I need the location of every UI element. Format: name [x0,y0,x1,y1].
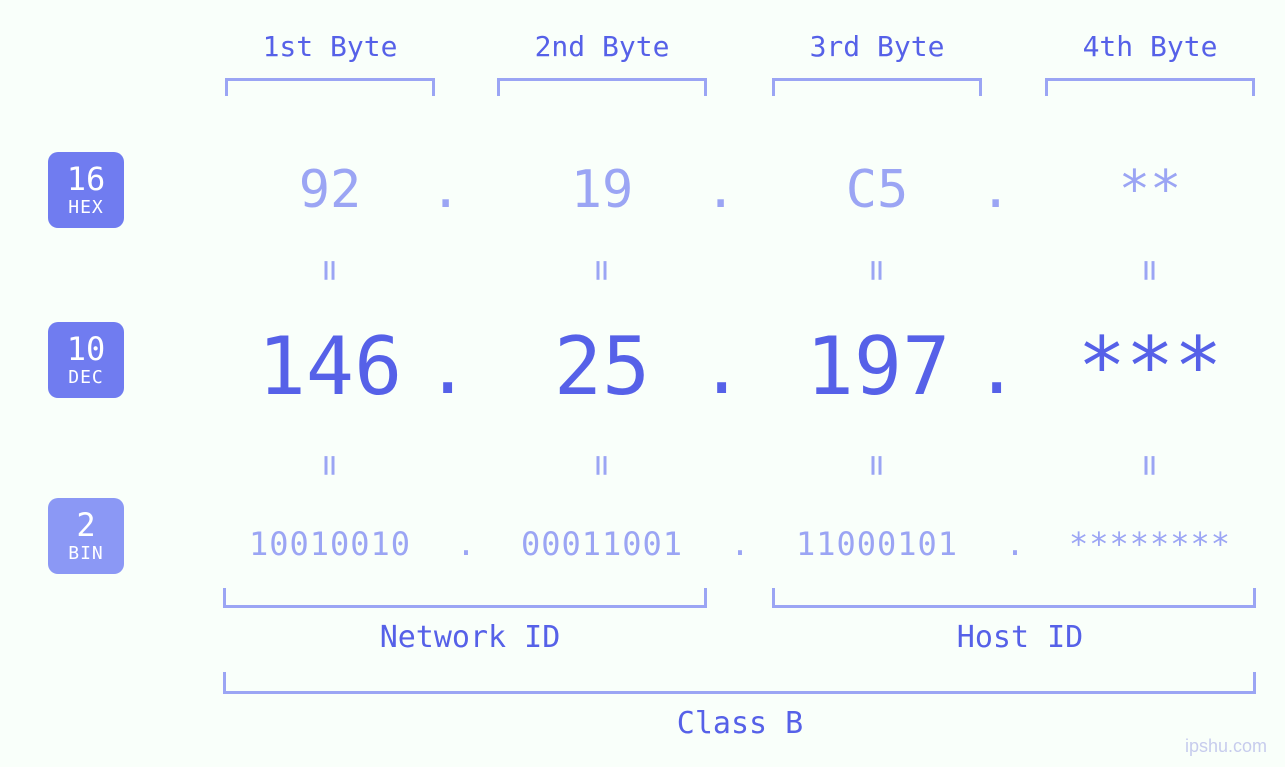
ip-diagram: 1st Byte 2nd Byte 3rd Byte 4th Byte 16 H… [0,0,1285,767]
network-id-bracket [223,588,707,608]
bin-base-number: 2 [76,509,95,541]
byte-header-4: 4th Byte [1020,30,1280,63]
dec-dot-3: . [975,326,1005,410]
bin-abbr: BIN [68,545,104,563]
eq-hex-dec-2: = [582,251,623,291]
dec-abbr: DEC [68,369,104,387]
dec-byte-4: *** [1030,320,1270,413]
eq-dec-bin-1: = [310,446,351,486]
watermark: ipshu.com [1185,736,1267,757]
top-bracket-3 [772,78,982,96]
dec-byte-2: 25 [482,320,722,413]
network-id-label: Network ID [370,620,570,655]
hex-dot-1: . [430,160,460,220]
dec-dot-1: . [426,326,456,410]
host-id-bracket [772,588,1256,608]
dec-dot-2: . [700,326,730,410]
top-bracket-2 [497,78,707,96]
dec-badge: 10 DEC [48,322,124,398]
byte-header-1: 1st Byte [200,30,460,63]
hex-byte-3: C5 [787,160,967,220]
eq-dec-bin-4: = [1130,446,1171,486]
top-bracket-1 [225,78,435,96]
hex-byte-2: 19 [512,160,692,220]
dec-byte-1: 146 [210,320,450,413]
top-bracket-4 [1045,78,1255,96]
dec-byte-3: 197 [758,320,998,413]
hex-abbr: HEX [68,199,104,217]
hex-badge: 16 HEX [48,152,124,228]
hex-byte-1: 92 [240,160,420,220]
eq-hex-dec-4: = [1130,251,1171,291]
bin-byte-1: 10010010 [200,525,460,563]
hex-dot-2: . [705,160,735,220]
bin-byte-3: 11000101 [747,525,1007,563]
eq-hex-dec-3: = [857,251,898,291]
bin-badge: 2 BIN [48,498,124,574]
bin-byte-4: ******** [1020,525,1280,563]
bin-byte-2: 00011001 [472,525,732,563]
class-label: Class B [640,706,840,741]
hex-base-number: 16 [67,163,106,195]
byte-header-3: 3rd Byte [747,30,1007,63]
hex-dot-3: . [980,160,1010,220]
dec-base-number: 10 [67,333,106,365]
host-id-label: Host ID [920,620,1120,655]
eq-dec-bin-3: = [857,446,898,486]
eq-dec-bin-2: = [582,446,623,486]
hex-byte-4: ** [1060,160,1240,220]
byte-header-2: 2nd Byte [472,30,732,63]
eq-hex-dec-1: = [310,251,351,291]
class-bracket [223,672,1256,694]
